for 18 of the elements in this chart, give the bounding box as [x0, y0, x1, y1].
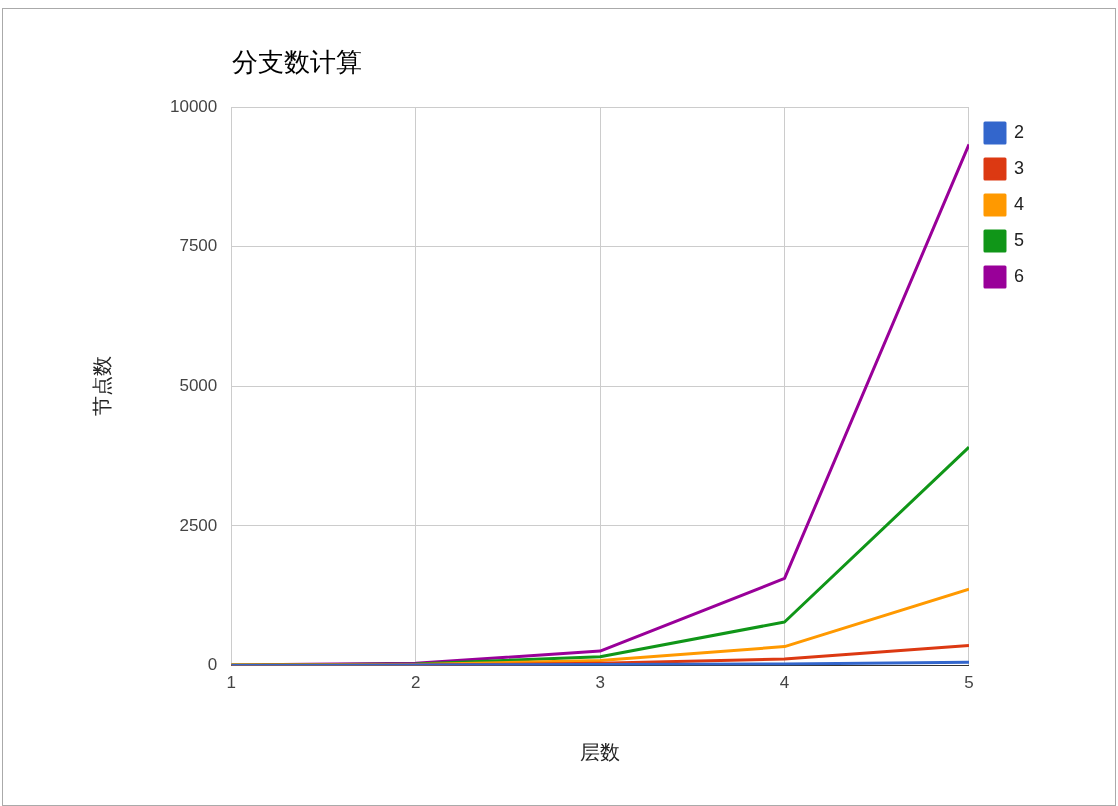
y-tick-label: 7500 — [179, 236, 218, 256]
y-tick-label: 2500 — [179, 515, 218, 535]
legend-label: 4 — [1013, 193, 1024, 214]
legend-label: 2 — [1013, 121, 1024, 142]
y-tick-label: 0 — [207, 655, 218, 675]
x-axis-title: 层数 — [580, 740, 621, 765]
x-tick-label: 3 — [595, 673, 605, 693]
y-axis-title: 节点数 — [90, 356, 115, 417]
chart-title: 分支数计算 — [232, 46, 362, 79]
legend-label: 6 — [1013, 265, 1024, 286]
x-tick-label: 5 — [964, 673, 974, 693]
y-tick-label: 5000 — [179, 375, 218, 395]
x-tick-label: 4 — [779, 673, 790, 693]
x-tick-label: 2 — [410, 673, 421, 693]
legend-label: 5 — [1013, 229, 1024, 250]
x-tick-label: 1 — [226, 673, 237, 693]
y-tick-label: 10000 — [169, 96, 218, 116]
legend-label: 3 — [1013, 157, 1024, 178]
